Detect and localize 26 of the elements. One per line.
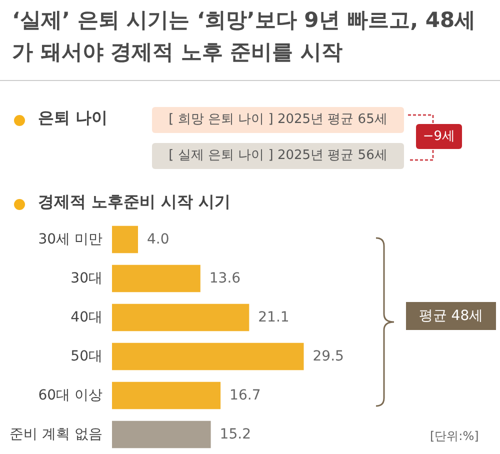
chart-subtitle: 경제적 노후준비 시작 시기: [38, 192, 231, 213]
text: [단위:%]: [430, 428, 479, 445]
data-label: 21.1: [258, 310, 290, 326]
chart-title: ‘실제’ 은퇴 시기는 ‘희망’보다 9년 빠르고, 48세가 돼서야 경제적 노후 준비를 시작: [12, 7, 477, 66]
bar: [112, 264, 200, 292]
bar: [112, 304, 250, 332]
text: −9세: [416, 124, 462, 149]
y-tick-label: 40대: [70, 310, 102, 326]
text: [ 실제 은퇴 나이 ] 2025년 평균 56세: [152, 143, 404, 169]
data-label: 4.0: [147, 232, 170, 248]
y-tick-label: 준비 계획 없음: [10, 426, 102, 442]
y-tick-label: 60대 이상: [38, 388, 102, 404]
y-tick-label: 30세 미만: [38, 232, 102, 248]
data-label: 29.5: [312, 348, 344, 364]
text: [ 희망 은퇴 나이 ] 2025년 평균 65세: [152, 107, 404, 133]
y-tick-label: 30대: [70, 270, 102, 286]
text: 은퇴 나이: [38, 108, 108, 129]
y-tick-label: 50대: [70, 348, 102, 364]
data-label: 15.2: [220, 426, 251, 442]
bar: [112, 382, 221, 410]
bar: [112, 342, 304, 370]
bar: [112, 420, 211, 448]
bar: [112, 226, 138, 254]
data-label: 13.6: [209, 270, 241, 286]
data-label: 16.7: [230, 388, 261, 404]
text: 평균 48세: [406, 302, 496, 330]
